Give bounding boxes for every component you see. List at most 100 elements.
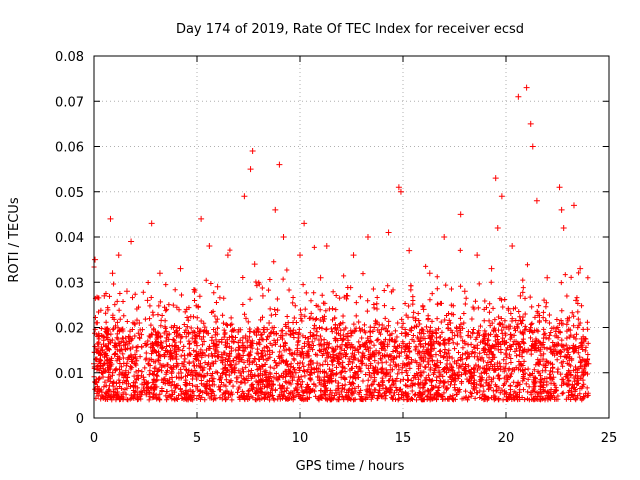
dense-points-path <box>91 244 591 403</box>
data-point <box>169 378 176 385</box>
data-point <box>323 243 330 250</box>
y-tick-label: 0.07 <box>55 95 84 110</box>
data-point <box>412 374 419 381</box>
data-point <box>570 202 577 209</box>
data-point <box>358 360 365 367</box>
data-point <box>573 297 580 304</box>
data-point <box>313 365 320 372</box>
data-point <box>564 351 571 358</box>
data-point <box>397 188 404 195</box>
y-tick-label: 0.05 <box>55 186 84 201</box>
y-tick-label: 0 <box>76 412 84 427</box>
data-point <box>307 333 314 340</box>
data-point <box>488 265 495 272</box>
data-point <box>251 261 258 268</box>
data-point <box>441 234 448 240</box>
data-point <box>426 270 433 277</box>
data-point <box>202 383 209 390</box>
data-point <box>140 374 147 381</box>
y-axis-ticks: 0 0.01 0.02 0.03 0.04 0.05 0.06 0.07 0.08 <box>55 50 609 427</box>
data-point <box>92 256 99 263</box>
data-point <box>259 292 266 299</box>
data-point <box>457 211 464 218</box>
data-point <box>123 288 130 295</box>
data-point <box>492 175 499 182</box>
data-point <box>467 369 474 376</box>
data-point <box>338 374 345 381</box>
y-tick-label: 0.06 <box>55 141 84 156</box>
data-point <box>95 333 102 340</box>
y-tick-label: 0.04 <box>55 231 84 246</box>
x-tick-label: 15 <box>395 431 412 446</box>
data-point <box>224 252 231 259</box>
data-point <box>461 288 468 295</box>
data-point <box>527 120 534 127</box>
chart-title: Day 174 of 2019, Rate Of TEC Index for r… <box>176 22 524 37</box>
data-point <box>206 243 213 250</box>
data-points <box>91 84 592 390</box>
data-point <box>101 292 108 299</box>
y-tick-label: 0.01 <box>55 367 84 382</box>
data-point <box>177 265 184 272</box>
data-point <box>379 365 386 372</box>
data-point <box>272 206 279 213</box>
data-point <box>350 252 357 259</box>
data-point <box>406 247 413 254</box>
data-point <box>148 220 155 227</box>
data-point <box>128 238 135 245</box>
data-point <box>156 270 163 277</box>
data-point <box>391 338 398 345</box>
data-point <box>150 347 157 354</box>
data-point <box>214 283 221 290</box>
data-point <box>556 184 563 191</box>
data-point <box>111 351 118 358</box>
data-point <box>577 265 584 272</box>
x-tick-label: 20 <box>498 431 515 446</box>
x-tick-label: 0 <box>90 431 98 446</box>
data-point <box>183 306 190 313</box>
data-point <box>109 270 116 277</box>
y-axis-label: ROTI / TECUs <box>7 197 22 282</box>
data-point <box>255 356 262 363</box>
data-point <box>115 252 122 259</box>
data-point <box>249 148 256 155</box>
data-point <box>517 292 524 299</box>
data-point <box>533 197 540 204</box>
data-point <box>286 347 293 354</box>
data-point <box>297 252 303 259</box>
data-point <box>329 351 336 358</box>
data-point <box>317 274 324 281</box>
x-tick-label: 10 <box>292 431 309 446</box>
data-point <box>163 338 170 345</box>
dense-point-cloud <box>91 244 591 403</box>
data-point <box>482 347 489 354</box>
data-point <box>198 215 205 222</box>
x-tick-label: 5 <box>193 431 201 446</box>
data-point <box>447 319 454 326</box>
data-point <box>503 360 509 367</box>
grid <box>94 56 609 418</box>
data-point <box>544 274 551 281</box>
y-tick-label: 0.02 <box>55 322 84 337</box>
data-point <box>515 93 522 100</box>
data-point <box>498 193 505 200</box>
data-point <box>241 193 248 200</box>
x-axis-label: GPS time / hours <box>296 459 405 474</box>
data-point <box>494 224 501 231</box>
data-point <box>97 365 104 372</box>
data-point <box>280 234 287 240</box>
data-point <box>301 220 308 227</box>
data-point <box>235 329 242 336</box>
data-point <box>105 374 112 381</box>
data-point <box>400 360 406 367</box>
data-point <box>371 324 378 331</box>
data-point <box>144 297 151 304</box>
data-point <box>540 356 547 363</box>
data-point <box>364 234 371 240</box>
data-point <box>136 319 143 326</box>
data-point <box>395 184 402 191</box>
data-point <box>529 143 536 150</box>
data-point <box>509 243 516 250</box>
